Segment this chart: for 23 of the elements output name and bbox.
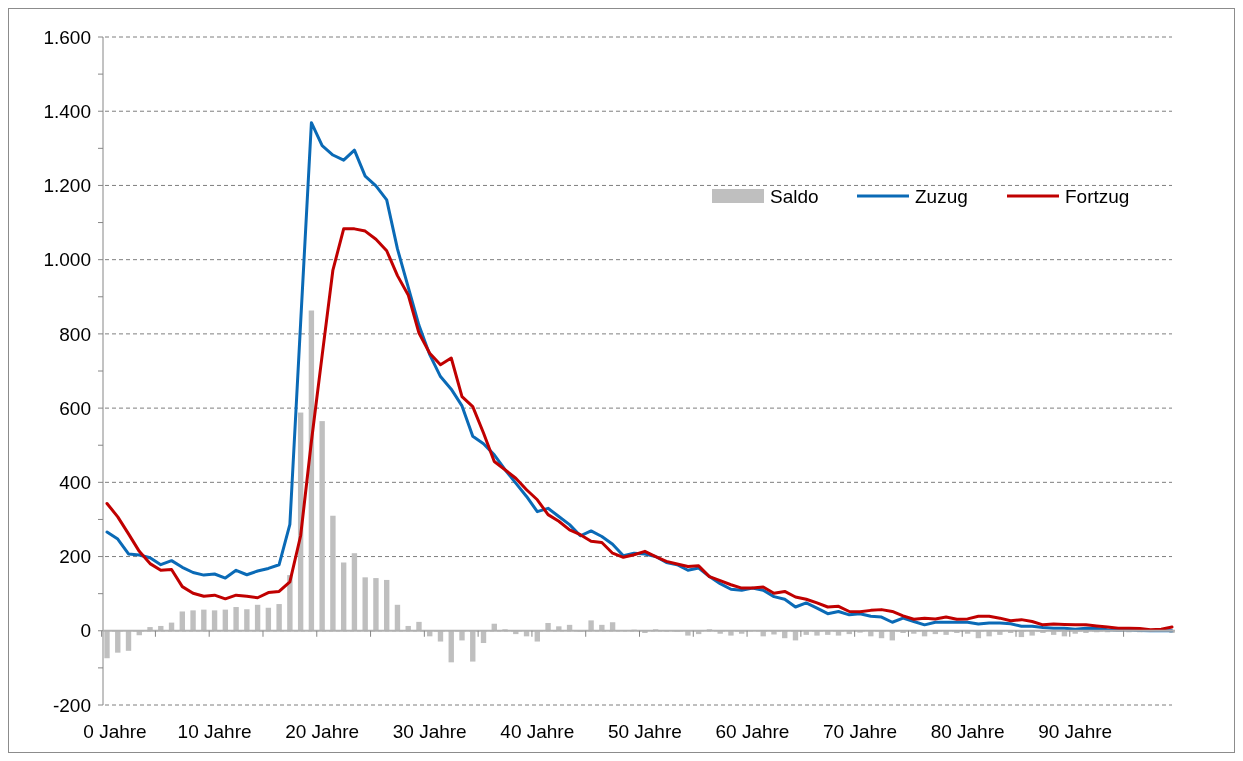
y-tick-label: 1.600 bbox=[43, 26, 91, 48]
x-tick-label: 20 Jahre bbox=[285, 721, 360, 742]
legend-label: Saldo bbox=[770, 185, 819, 207]
y-tick-label: 400 bbox=[59, 471, 91, 493]
y-tick-label: 200 bbox=[59, 546, 91, 568]
x-tick-label: 40 Jahre bbox=[500, 721, 575, 742]
x-tick-label: 10 Jahre bbox=[177, 721, 252, 742]
y-tick-label: 1.200 bbox=[43, 175, 91, 197]
y-tick-label: -200 bbox=[52, 694, 91, 716]
y-tick-label: 600 bbox=[59, 397, 91, 419]
y-tick-label: 800 bbox=[59, 323, 91, 345]
y-tick-label: 0 bbox=[80, 620, 91, 642]
x-tick-label: 80 Jahre bbox=[930, 721, 1005, 742]
x-tick-label: 90 Jahre bbox=[1038, 721, 1113, 742]
legend-label: Zuzug bbox=[915, 185, 968, 207]
x-tick-label: 70 Jahre bbox=[823, 721, 898, 742]
x-tick-label: 60 Jahre bbox=[715, 721, 790, 742]
x-tick-label: 50 Jahre bbox=[607, 721, 682, 742]
y-tick-label: 1.000 bbox=[43, 249, 91, 271]
legend-label: Fortzug bbox=[1065, 185, 1130, 207]
x-tick-label: 30 Jahre bbox=[392, 721, 467, 742]
y-tick-label: 1.400 bbox=[43, 100, 91, 122]
x-tick-label: 0 Jahre bbox=[83, 721, 147, 742]
